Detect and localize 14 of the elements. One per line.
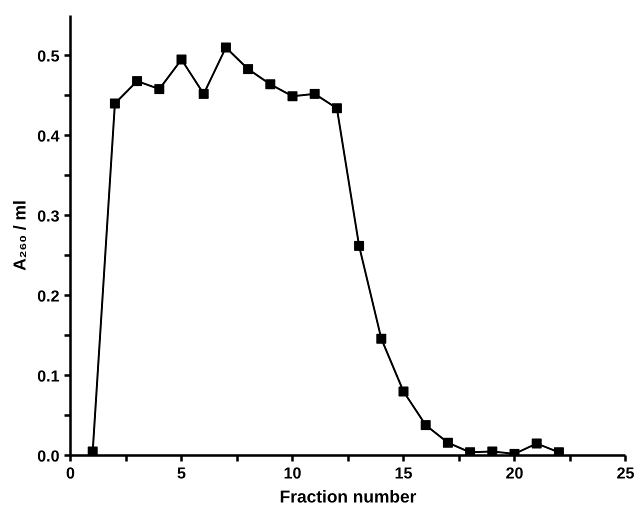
y-tick-label: 0.3 (37, 208, 60, 226)
y-axis-title: A₂₆₀ / ml (9, 200, 30, 271)
y-tick-label: 0.5 (37, 48, 60, 66)
y-tick-label: 0.1 (37, 368, 60, 386)
y-tick-label: 0.4 (37, 128, 60, 146)
x-tick-label: 10 (284, 466, 302, 482)
y-tick-label: 0.2 (37, 288, 60, 306)
x-axis-title: Fraction number (280, 486, 417, 506)
x-tick-label: 25 (616, 466, 634, 482)
y-tick-label: 0.0 (37, 448, 60, 466)
x-tick-label: 20 (506, 466, 524, 482)
x-tick-label: 5 (177, 466, 186, 482)
x-tick-label: 15 (394, 466, 412, 482)
x-tick-label: 0 (66, 466, 76, 482)
